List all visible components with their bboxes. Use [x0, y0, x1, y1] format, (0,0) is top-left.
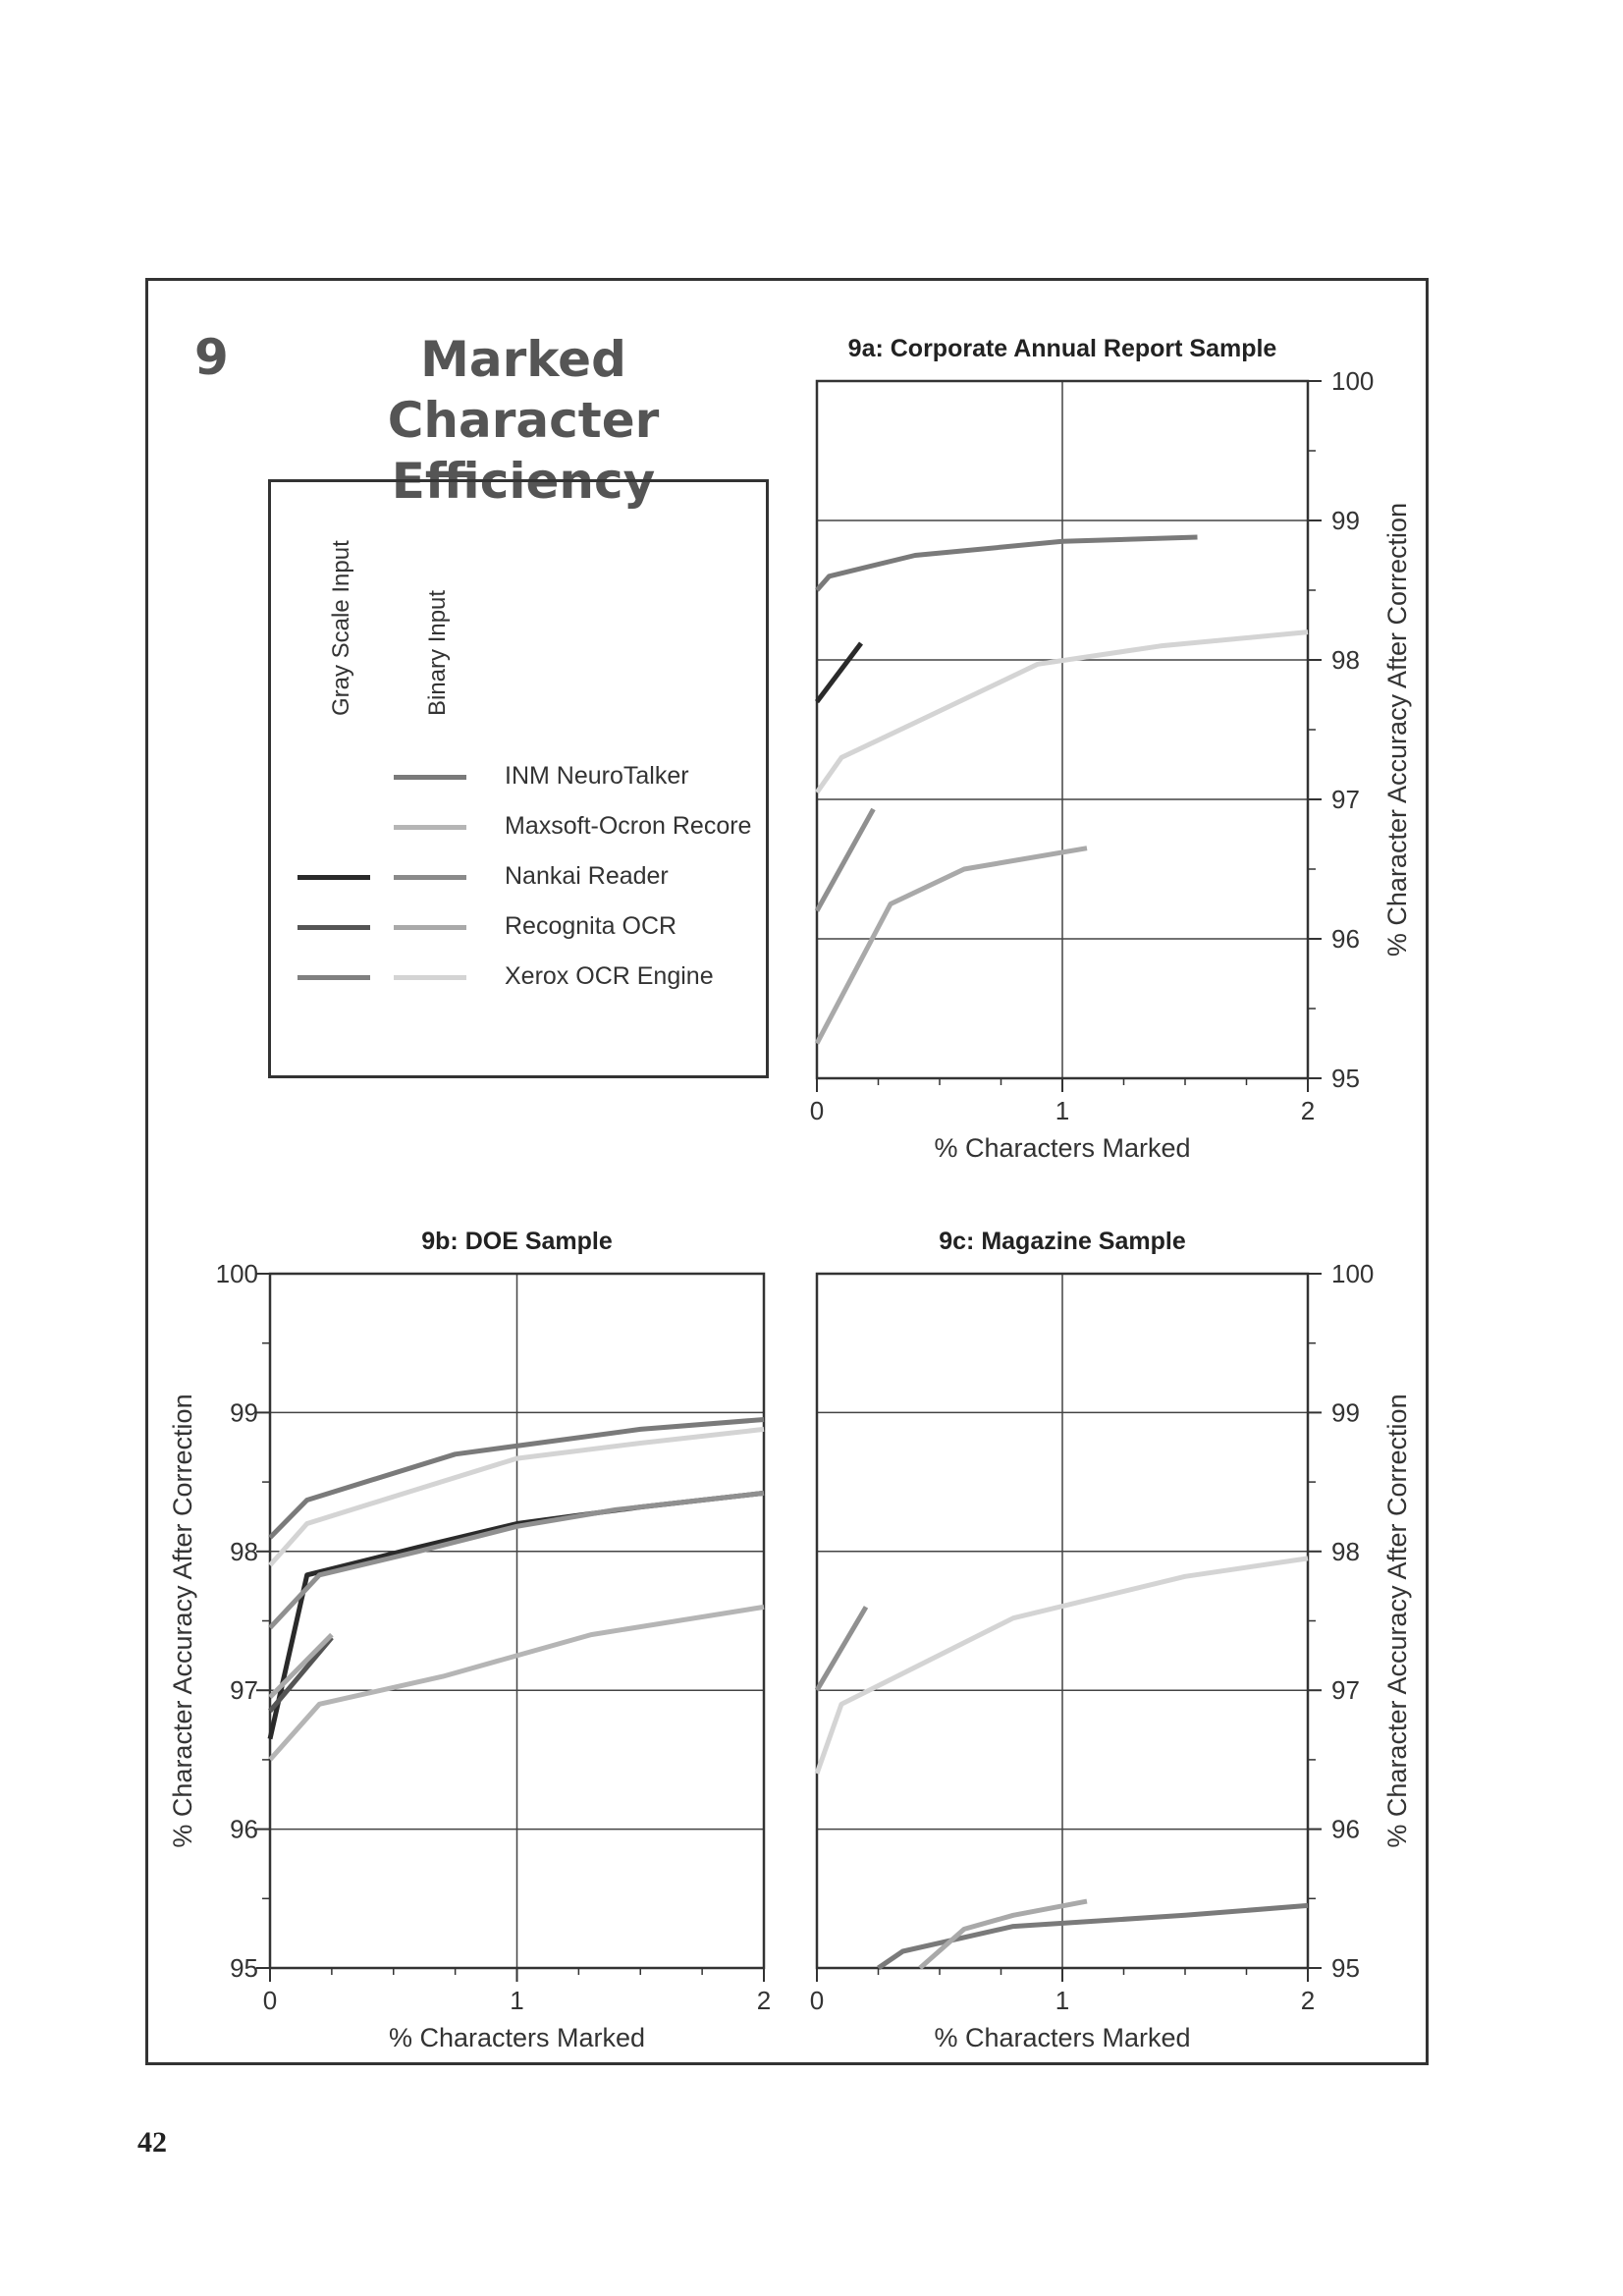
chart-title: 9c: Magazine Sample — [939, 1228, 1186, 1255]
x-tick-label: 1 — [1055, 1096, 1069, 1125]
figure-frame — [145, 278, 1429, 2065]
page-number: 42 — [137, 2126, 167, 2159]
y-tick-label: 96 — [1331, 924, 1360, 954]
legend-swatch-binary — [394, 975, 466, 980]
series-line — [814, 1606, 869, 1692]
chart-title: 9b: DOE Sample — [421, 1228, 613, 1255]
series-line — [268, 1426, 765, 1567]
y-tick-label: 99 — [1331, 506, 1360, 535]
legend-swatch-binary — [394, 925, 466, 930]
x-axis-label: % Characters Marked — [389, 2023, 645, 2052]
x-tick-label: 0 — [263, 1986, 277, 2015]
y-tick-label: 100 — [1331, 366, 1374, 396]
series-line — [268, 1635, 334, 1714]
figure-number: 9 — [194, 329, 229, 386]
y-tick-label: 99 — [230, 1397, 258, 1427]
y-tick-label: 96 — [230, 1815, 258, 1844]
y-tick-label: 100 — [1331, 1259, 1374, 1288]
legend-swatch-gray — [298, 975, 370, 980]
x-tick-label: 2 — [1301, 1096, 1315, 1125]
series-line — [268, 1490, 765, 1630]
x-tick-label: 0 — [810, 1096, 824, 1125]
chart-9a: 9a: Corporate Annual Report Sample 95 96 97… — [810, 335, 1412, 1163]
y-axis-label: % Character Accuracy After Correction — [1382, 1394, 1412, 1847]
y-tick-label: 99 — [1331, 1397, 1360, 1427]
legend-label: Xerox OCR Engine — [505, 962, 714, 990]
series-line — [814, 846, 1088, 1045]
legend-swatch-gray — [298, 875, 370, 880]
series-line — [814, 1556, 1309, 1775]
y-tick-label: 95 — [1331, 1953, 1360, 1983]
y-tick-label: 97 — [230, 1675, 258, 1705]
series-line — [877, 1902, 1309, 1971]
legend-swatch-binary — [394, 825, 466, 830]
legend-label: Nankai Reader — [505, 862, 669, 890]
series-line — [918, 1898, 1088, 1970]
legend-swatch-binary — [394, 775, 466, 780]
series-line — [814, 629, 1309, 794]
y-tick-label: 98 — [230, 1537, 258, 1566]
x-tick-label: 1 — [1055, 1986, 1069, 2015]
x-axis-label: % Characters Marked — [934, 2023, 1190, 2052]
x-tick-label: 2 — [1301, 1986, 1315, 2015]
legend: Gray Scale Input Binary Input INM NeuroT… — [268, 479, 769, 1078]
x-tick-label: 0 — [810, 1986, 824, 2015]
y-tick-label: 95 — [230, 1953, 258, 1983]
y-tick-label: 100 — [216, 1259, 258, 1288]
legend-label: Recognita OCR — [505, 912, 677, 940]
series-line — [815, 641, 863, 704]
y-tick-label: 97 — [1331, 1675, 1360, 1705]
chart-title: 9a: Corporate Annual Report Sample — [848, 335, 1277, 362]
x-tick-label: 1 — [510, 1986, 523, 2015]
y-axis-label: % Character Accuracy After Correction — [168, 1394, 197, 1847]
series-line — [815, 534, 1198, 592]
series-line — [814, 807, 876, 912]
legend-label: Maxsoft-Ocron Recore — [505, 812, 752, 840]
chart-9c: 9c: Magazine Sample 95 96 97 98 99 100 % Charac… — [810, 1228, 1412, 2052]
legend-swatch-gray — [298, 925, 370, 930]
y-axis-label: % Character Accuracy After Correction — [1382, 503, 1412, 957]
x-tick-label: 2 — [757, 1986, 771, 2015]
y-tick-label: 98 — [1331, 1537, 1360, 1566]
figure-title-line-1: Marked Character — [387, 331, 660, 449]
series-line — [268, 1417, 765, 1540]
series-line — [268, 1604, 765, 1762]
y-tick-label: 98 — [1331, 645, 1360, 675]
legend-swatch-binary — [394, 875, 466, 880]
x-axis-label: % Characters Marked — [934, 1133, 1190, 1163]
y-tick-label: 96 — [1331, 1815, 1360, 1844]
legend-label: INM NeuroTalker — [505, 762, 689, 790]
series-line — [268, 1632, 334, 1700]
y-tick-label: 97 — [1331, 785, 1360, 814]
y-tick-label: 95 — [1331, 1064, 1360, 1093]
chart-9b: 9b: DOE Sample 95 96 97 98 99 100 % Character A… — [168, 1228, 771, 2052]
